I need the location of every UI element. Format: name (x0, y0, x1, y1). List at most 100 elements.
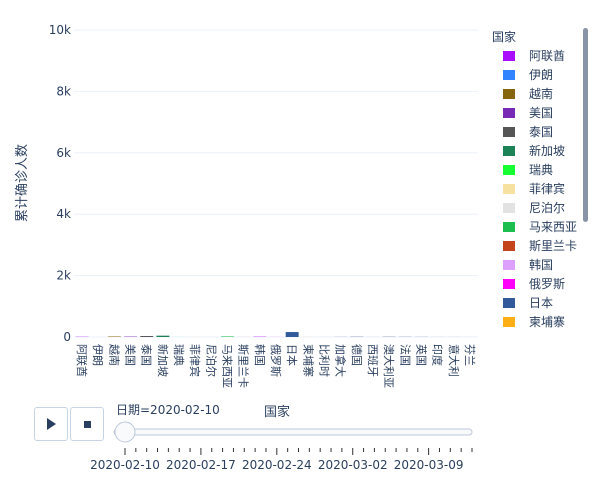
x-axis-title: 国家 (264, 404, 290, 420)
legend-item[interactable]: 新加坡 (503, 143, 565, 158)
x-tick-label: 西班牙 (366, 344, 379, 377)
legend-swatch (503, 241, 515, 251)
legend-swatch (503, 108, 515, 118)
bar[interactable] (140, 336, 154, 337)
slider-tick-label: 2020-03-02 (318, 458, 388, 472)
slider-tick-label: 2020-02-24 (242, 458, 312, 472)
legend-swatch (503, 203, 515, 213)
legend-label: 新加坡 (529, 143, 565, 158)
legend-item[interactable]: 伊朗 (503, 68, 553, 82)
x-tick-label: 马来西亚 (221, 344, 234, 388)
legend-swatch (503, 127, 515, 137)
stop-button[interactable] (70, 407, 104, 441)
legend-item[interactable]: 斯里兰卡 (503, 239, 577, 253)
legend-label: 伊朗 (529, 68, 553, 82)
legend-item[interactable]: 日本 (503, 296, 553, 310)
x-tick-label: 斯里兰卡 (237, 344, 250, 388)
x-tick-label: 澳大利亚 (382, 344, 396, 388)
slider-tick-label: 2020-02-17 (166, 458, 236, 472)
legend-item[interactable]: 柬埔寨 (503, 314, 565, 329)
x-tick-label: 意大利 (447, 344, 461, 377)
x-tick-label: 泰国 (140, 344, 154, 366)
legend-label: 马来西亚 (529, 220, 577, 234)
legend-swatch (503, 260, 515, 270)
x-tick-label: 菲律宾 (188, 344, 202, 377)
y-tick-label: 6k (56, 146, 71, 160)
grid-lines (74, 29, 478, 338)
x-tick-label: 比利时 (317, 344, 330, 377)
y-tick-label: 2k (56, 269, 71, 283)
x-tick-label: 瑞典 (172, 344, 186, 366)
legend-swatch (503, 222, 515, 232)
legend-item[interactable]: 越南 (503, 86, 553, 101)
legend-swatch (503, 184, 515, 194)
y-tick-label: 8k (56, 84, 71, 98)
legend-label: 斯里兰卡 (529, 239, 577, 253)
legend-item[interactable]: 俄罗斯 (503, 277, 565, 291)
date-slider[interactable]: 2020-02-10 2020-02-17 2020-02-24 2020-03-02… (90, 421, 473, 472)
legend-label: 菲律宾 (529, 181, 565, 196)
x-tick-label: 越南 (107, 344, 121, 366)
legend-label: 尼泊尔 (529, 200, 565, 215)
legend-scrollbar[interactable] (583, 28, 588, 222)
legend-label: 瑞典 (529, 163, 553, 177)
x-tick-label: 印度 (431, 344, 445, 366)
legend-swatch (503, 89, 515, 99)
legend-swatch (503, 279, 515, 289)
y-tick-label: 4k (56, 207, 71, 221)
bars (75, 332, 477, 337)
x-tick-label: 尼泊尔 (204, 344, 217, 377)
y-axis-ticks: 0 2k 4k 6k 8k 10k (49, 23, 71, 344)
x-tick-label: 德国 (350, 344, 364, 366)
slider-track[interactable] (113, 428, 473, 436)
x-tick-label: 俄罗斯 (269, 344, 282, 377)
slider-tick-label: 2020-02-10 (90, 458, 160, 472)
x-tick-label: 美国 (124, 344, 137, 366)
legend-item[interactable]: 美国 (503, 106, 553, 120)
bar[interactable] (285, 332, 299, 337)
slider-tick-label: 2020-03-09 (394, 458, 464, 472)
legend-swatch (503, 317, 515, 327)
x-axis-categories: 阿联酋 伊朗 越南 美国 泰国 新加坡 瑞典 菲律宾 尼泊尔 马来西亚 斯里兰卡 韩国 俄罗斯 日本 柬埔寨… (75, 344, 476, 388)
legend-item[interactable]: 阿联酋 (503, 48, 565, 63)
legend-title: 国家 (492, 29, 516, 44)
legend-label: 泰国 (529, 125, 553, 139)
legend-swatch (503, 51, 515, 61)
play-button[interactable] (34, 407, 68, 441)
x-tick-label: 法国 (398, 344, 412, 366)
x-tick-label: 日本 (285, 344, 299, 366)
legend-swatch (503, 165, 515, 175)
play-icon (47, 418, 56, 430)
legend-item[interactable]: 菲律宾 (503, 181, 565, 196)
legend-label: 阿联酋 (529, 48, 565, 63)
y-tick-label: 0 (63, 330, 71, 344)
legend-label: 俄罗斯 (529, 277, 565, 291)
legend-label: 美国 (529, 106, 553, 120)
x-tick-label: 韩国 (253, 344, 267, 366)
legend-label: 柬埔寨 (529, 314, 565, 329)
x-tick-label: 阿联酋 (75, 344, 89, 377)
x-tick-label: 加拿大 (334, 344, 348, 377)
bar[interactable] (221, 336, 234, 337)
legend-item[interactable]: 尼泊尔 (503, 200, 565, 215)
stop-icon (84, 421, 91, 428)
legend-item[interactable]: 马来西亚 (503, 220, 577, 234)
slider-handle[interactable] (114, 421, 136, 443)
x-tick-label: 芬兰 (463, 344, 476, 366)
x-tick-label: 新加坡 (156, 344, 170, 377)
x-tick-label: 柬埔寨 (301, 344, 315, 377)
y-tick-label: 10k (49, 23, 71, 37)
legend-swatch (503, 70, 515, 80)
legend-item[interactable]: 瑞典 (503, 163, 553, 177)
x-tick-label: 伊朗 (91, 344, 104, 366)
x-tick-label: 英国 (414, 344, 428, 366)
legend-item[interactable]: 韩国 (503, 257, 553, 272)
bar[interactable] (253, 336, 267, 337)
bar[interactable] (156, 335, 170, 337)
legend-swatch (503, 146, 515, 156)
legend-item[interactable]: 泰国 (503, 125, 553, 139)
legend-swatch (503, 298, 515, 308)
y-axis-title: 累计确诊人数 (15, 144, 30, 222)
